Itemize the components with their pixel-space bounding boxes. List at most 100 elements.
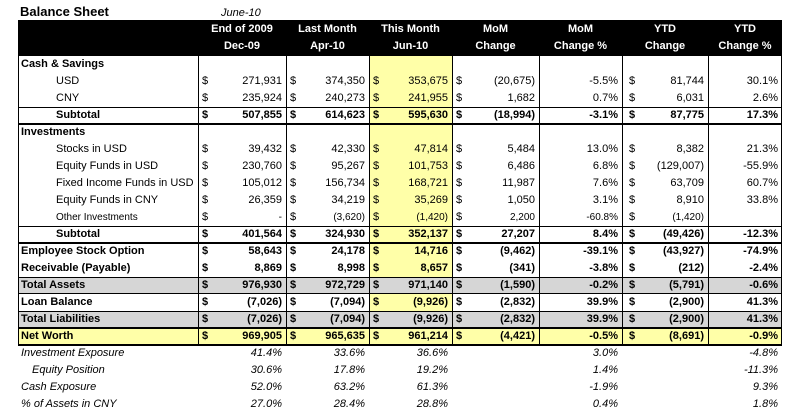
dollar-sign: $ [202,194,209,206]
dollar-sign: $ [629,109,636,121]
value-cell: 5,484 [507,143,535,155]
value-cell: 2,200 [509,212,535,223]
balance-sheet-table: End of 2009 Dec-09 Last Month Apr-10 This Mo… [18,20,782,413]
grid-line [18,226,782,227]
value-cell: 26,359 [248,194,282,206]
ratio-value [452,396,535,413]
value-cell: 42,330 [331,143,365,155]
value-cell: -0.2% [589,279,618,291]
header-line-1: YTD [654,23,676,35]
value-cell: 58,643 [248,245,282,257]
dollar-sign: $ [629,330,636,342]
dollar-sign: $ [456,245,463,257]
dollar-sign: $ [290,330,297,342]
row-label: CNY [56,92,80,104]
table-row: CNY $235,924 $240,273 $241,955 $1,682 0.7% $6,… [18,90,782,107]
dollar-sign: $ [629,279,636,291]
value-cell: 8.4% [592,228,618,240]
value-cell: 401,564 [242,228,282,240]
ratio-label: Equity Position [32,364,105,376]
dollar-sign: $ [202,92,209,104]
value-cell: (18,994) [494,109,535,121]
ratio-value [452,345,535,362]
value-cell: 614,623 [325,109,365,121]
dollar-sign: $ [456,313,463,325]
ratio-value: -11.3% [743,364,778,376]
value-cell: (3,620) [333,212,365,223]
dollar-sign: $ [373,75,380,87]
dollar-sign: $ [629,75,636,87]
value-cell: 105,012 [242,177,282,189]
value-cell: 17.3% [746,109,778,121]
dollar-sign: $ [629,160,636,172]
ratio-value [622,396,704,413]
value-cell: (341) [509,262,535,274]
header-cell: End of 2009 Dec-09 [198,20,286,56]
value-cell: 39,432 [248,143,282,155]
row-label: Employee Stock Option [21,245,145,257]
dollar-sign: $ [373,92,380,104]
dollar-sign: $ [290,279,297,291]
value-cell: 3.1% [592,194,618,206]
dollar-sign: $ [629,296,636,308]
dollar-sign: $ [202,262,209,274]
ratio-value: 0.4% [592,398,618,410]
value-cell: 47,814 [414,143,448,155]
header-line-2: Dec-09 [223,40,261,52]
value-cell: (2,900) [669,296,704,308]
dollar-sign: $ [202,228,209,240]
dollar-sign: $ [373,109,380,121]
dollar-sign: $ [629,262,636,274]
value-cell: 27,207 [501,228,535,240]
ratio-label: % of Assets in CNY [21,398,117,410]
ratio-value: 28.8% [416,398,448,410]
header-cell: MoM Change [452,20,539,56]
value-cell: (9,926) [413,296,448,308]
value-cell: (43,927) [663,245,704,257]
value-cell: (129,007) [656,160,704,172]
grid-line [18,328,782,329]
header-cell: YTD Change [622,20,708,56]
row-label: Cash & Savings [21,58,105,70]
dollar-sign: $ [202,211,209,223]
dollar-sign: $ [456,92,463,104]
header-row: End of 2009 Dec-09 Last Month Apr-10 This Mo… [18,20,782,56]
ratio-row: % of Assets in CNY 27.0% 28.4% 28.8% 0.4% 1.8… [18,396,782,413]
grid-line [18,107,782,108]
value-cell: 374,350 [325,75,365,87]
header-line-2: Change % [718,40,772,52]
grid-line [539,56,540,345]
value-cell: 41.3% [746,296,778,308]
dollar-sign: $ [373,143,380,155]
ratio-value [452,362,535,379]
value-cell: 235,924 [242,92,282,104]
value-cell: -0.9% [749,330,778,342]
dollar-sign: $ [629,211,636,223]
table-row: Subtotal $401,564 $324,930 $352,137 $27,207 8… [18,226,782,243]
grid-line [708,56,709,345]
dollar-sign: $ [290,228,297,240]
table-row: Total Liabilities $ (7,026) $ (7,094) $ (9,926… [18,311,782,328]
dollar-sign: $ [373,160,380,172]
dollar-sign: $ [202,160,209,172]
ratio-value: 28.4% [333,398,365,410]
value-cell [708,209,778,226]
table-row: Other Investments $ - $ (3,620) $ (1,420) $2,20… [18,209,782,226]
grid-line [622,56,623,345]
title-bar: Balance Sheet June-10 [0,4,795,20]
value-cell: 507,855 [242,109,282,121]
report-date: June-10 [221,7,261,19]
value-cell: 1,050 [507,194,535,206]
header-line-2: Jun-10 [392,40,429,52]
value-cell: 8,910 [676,194,704,206]
value-cell: 7.6% [592,177,618,189]
table-row: Cash & Savings [18,56,782,73]
dollar-sign: $ [202,330,209,342]
row-label: Total Assets [21,279,86,291]
dollar-sign: $ [290,160,297,172]
header-line-2: Change [475,40,516,52]
ratio-value: 3.0% [592,347,618,359]
ratio-value: 1.8% [752,398,778,410]
ratio-value: 61.3% [416,381,448,393]
dollar-sign: $ [290,109,297,121]
